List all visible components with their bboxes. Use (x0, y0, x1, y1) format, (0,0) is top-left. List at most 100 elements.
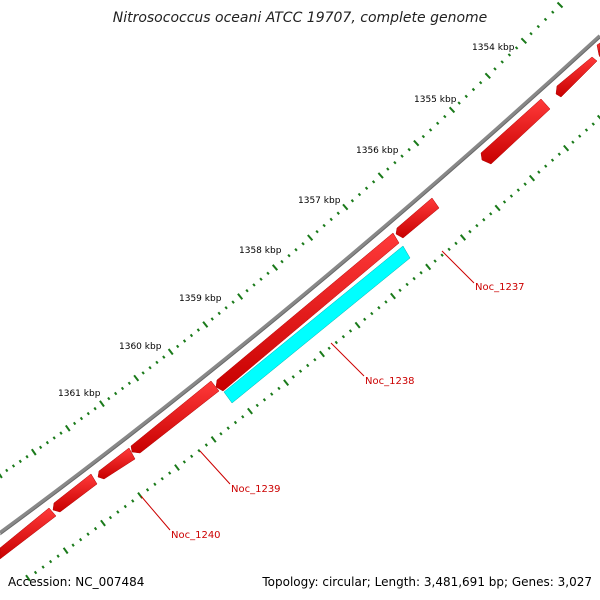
outer-tick-62 (428, 128, 433, 132)
outer-tick-74 (514, 46, 519, 50)
gene-arrow-bottom-left[interactable] (0, 507, 57, 560)
inner-tick-56 (433, 259, 437, 263)
gene-arrow-top-right-1[interactable] (555, 56, 598, 98)
leader-noc-1240 (140, 495, 171, 531)
outer-tick-10 (64, 424, 71, 432)
outer-tick-35 (237, 293, 244, 300)
outer-tick-44 (301, 242, 305, 246)
outer-tick-73 (507, 53, 512, 57)
inner-tick-0 (25, 574, 31, 582)
outer-tick-23 (155, 360, 159, 365)
outer-tick-18 (120, 386, 125, 391)
gene-arrow-noc-1239[interactable] (130, 380, 220, 454)
inner-tick-30 (247, 407, 253, 415)
inner-tick-track (25, 114, 600, 582)
genome-backbone-shadow (0, 37, 600, 536)
inner-tick-7 (78, 537, 83, 542)
gene-track-plus (0, 42, 600, 560)
map-title: Nitrosococcus oceani ATCC 19707, complet… (113, 10, 488, 26)
outer-tick-15 (99, 400, 105, 408)
outer-tick-20 (133, 374, 140, 382)
inner-tick-37 (298, 369, 303, 373)
inner-tick-70 (528, 174, 536, 182)
inner-tick-44 (348, 329, 353, 333)
inner-tick-79 (591, 122, 595, 126)
inner-tick-41 (327, 346, 331, 350)
outer-tick-24 (162, 355, 166, 359)
inner-tick-49 (384, 300, 388, 304)
inner-tick-74 (557, 152, 561, 156)
inner-tick-23 (197, 448, 201, 453)
tick-label-1354: 1354 kbp (472, 43, 515, 53)
outer-tick-56 (386, 167, 390, 171)
outer-tick-46 (315, 229, 319, 234)
inner-tick-9 (93, 526, 98, 531)
outer-tick-72 (500, 60, 504, 64)
outer-tick-30 (202, 321, 209, 328)
inner-tick-46 (363, 317, 367, 322)
inner-tick-3 (48, 559, 53, 564)
outer-tick-49 (336, 211, 340, 215)
outer-tick-75 (520, 37, 528, 44)
inner-tick-18 (160, 476, 164, 481)
tick-label-1360: 1360 kbp (119, 342, 162, 352)
inner-tick-8 (86, 532, 90, 536)
inner-tick-78 (584, 128, 589, 132)
outer-tick-19 (127, 381, 131, 386)
inner-tick-13 (123, 504, 127, 509)
outer-tick-39 (266, 271, 270, 276)
outer-tick-47 (322, 223, 326, 228)
outer-tick-16 (107, 396, 111, 401)
outer-tick-55 (377, 172, 384, 179)
outer-tick-69 (478, 81, 483, 85)
accession-text: Accession: NC_007484 (8, 575, 144, 589)
outer-tick-4 (25, 455, 29, 459)
gene-labels: Noc_1237 Noc_1238 Noc_1239 Noc_1240 (171, 282, 525, 541)
gene-label-noc-1239[interactable]: Noc_1239 (231, 484, 281, 495)
inner-tick-35 (283, 379, 290, 387)
tick-label-1358: 1358 kbp (239, 246, 282, 256)
outer-tick-14 (93, 406, 97, 411)
outer-tick-5 (30, 448, 37, 456)
gene-noc-1238-highlight[interactable] (223, 245, 411, 404)
outer-tick-25 (167, 348, 174, 356)
inner-tick-27 (226, 426, 230, 430)
outer-tick-36 (245, 288, 249, 293)
outer-tick-77 (536, 24, 541, 29)
inner-tick-5 (62, 547, 69, 555)
inner-tick-45 (354, 321, 361, 329)
inner-tick-24 (204, 443, 208, 447)
inner-tick-17 (153, 482, 157, 486)
gene-label-noc-1238[interactable]: Noc_1238 (365, 376, 415, 387)
inner-tick-19 (168, 471, 172, 475)
gene-arrow-noc-1240[interactable] (52, 473, 98, 513)
outer-tick-50 (342, 203, 349, 211)
inner-tick-20 (174, 464, 180, 471)
outer-tick-7 (45, 440, 50, 445)
inner-tick-51 (398, 288, 402, 293)
gene-block-3[interactable] (480, 98, 551, 165)
outer-tick-65 (448, 106, 456, 114)
gene-arrow-noc-1237[interactable] (395, 197, 440, 239)
inner-tick-80 (596, 114, 600, 120)
inner-tick-48 (377, 306, 381, 310)
outer-tick-26 (176, 344, 180, 349)
outer-tick-63 (435, 121, 440, 125)
inner-tick-73 (550, 158, 555, 162)
gene-arrow-top-right-2[interactable] (596, 42, 600, 58)
outer-tick-76 (529, 32, 533, 36)
gene-label-noc-1240[interactable]: Noc_1240 (171, 530, 221, 541)
inner-tick-77 (578, 134, 582, 138)
inner-tick-55 (425, 263, 432, 271)
gene-arrow-large[interactable] (215, 232, 400, 392)
inner-tick-47 (370, 311, 374, 316)
inner-tick-16 (145, 488, 150, 492)
gene-arrow-small[interactable] (97, 447, 136, 480)
outer-tick-70 (484, 72, 491, 79)
leader-noc-1238 (330, 342, 365, 377)
inner-tick-22 (190, 454, 194, 459)
leader-noc-1237 (441, 250, 475, 284)
outer-tick-52 (357, 192, 362, 197)
gene-label-noc-1237[interactable]: Noc_1237 (475, 282, 525, 293)
outer-tick-2 (11, 464, 16, 468)
